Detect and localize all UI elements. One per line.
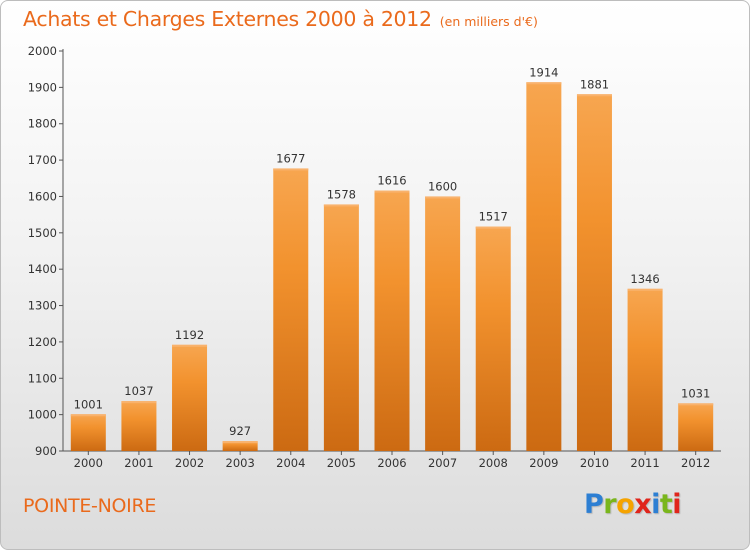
bar-value-label: 1578 [327,187,356,201]
y-tick-label: 1600 [28,189,57,203]
bar-top-highlight [576,94,612,97]
y-tick-label: 1000 [28,408,57,422]
bar-top-highlight [374,190,410,193]
bar [576,94,612,451]
bar-value-label: 1914 [529,65,558,79]
bar [121,401,157,451]
bar-value-label: 927 [229,424,251,438]
x-tick-label: 2009 [529,456,558,470]
bar [678,403,714,451]
bar-top-highlight [425,196,461,199]
bar [273,168,309,452]
logo-letter: o [616,489,635,520]
logo-letter: t [659,489,673,520]
logo-letter: i [651,489,660,520]
bar-top-highlight [627,288,663,291]
logo-letter: r [603,489,617,520]
x-tick-label: 2012 [681,456,710,470]
y-tick-label: 900 [35,444,57,458]
bar [222,441,258,451]
y-tick-label: 1300 [28,299,57,313]
x-tick-label: 2005 [327,456,356,470]
y-tick-label: 1100 [28,371,57,385]
bar [172,344,208,451]
title-text: Achats et Charges Externes 2000 à 2012 [23,7,432,31]
bar-value-label: 1881 [580,77,609,91]
x-tick-label: 2007 [428,456,457,470]
x-tick-label: 2011 [630,456,659,470]
x-tick-label: 2008 [479,456,508,470]
bar [425,196,461,451]
bar-value-label: 1600 [428,179,457,193]
bar [475,226,511,451]
x-tick-label: 2002 [175,456,204,470]
bar-top-highlight [678,403,714,406]
y-tick-label: 1500 [28,226,57,240]
y-tick-label: 1900 [28,80,57,94]
bar [627,288,663,451]
bar [70,414,106,451]
y-tick-label: 1400 [28,262,57,276]
logo-letter: x [634,489,652,520]
bar-value-label: 1001 [74,397,103,411]
logo-letter: P [584,489,604,520]
y-tick-label: 1800 [28,117,57,131]
bar-value-label: 1346 [630,272,659,286]
bar-value-label: 1517 [479,210,508,224]
bar [323,204,359,451]
bar-value-label: 1616 [377,174,406,188]
bar [374,190,410,452]
logo-letter: i [672,489,682,520]
y-tick-label: 1700 [28,153,57,167]
bar-top-highlight [172,344,208,347]
y-tick-label: 2000 [28,44,57,58]
bar-top-highlight [526,82,562,85]
title-unit: (en milliers d'€) [439,14,538,29]
bar-top-highlight [323,204,359,207]
bar-top-highlight [70,414,106,417]
place-name: POINTE-NOIRE [23,495,157,517]
x-tick-label: 2010 [580,456,609,470]
bar-value-label: 1037 [124,384,153,398]
bar-value-label: 1192 [175,328,204,342]
bar-top-highlight [222,441,258,444]
x-tick-label: 2001 [124,456,153,470]
proxiti-logo: Proxiti [584,489,682,520]
y-tick-label: 1200 [28,335,57,349]
x-tick-label: 2004 [276,456,305,470]
chart-title: Achats et Charges Externes 2000 à 2012 (e… [23,7,538,31]
x-tick-label: 2006 [377,456,406,470]
bar-top-highlight [475,226,511,229]
bar-value-label: 1677 [276,151,305,165]
bar-top-highlight [273,168,309,171]
x-tick-label: 2003 [226,456,255,470]
bar-value-label: 1031 [681,386,710,400]
bar-top-highlight [121,401,157,404]
bar [526,82,562,451]
x-tick-label: 2000 [74,456,103,470]
